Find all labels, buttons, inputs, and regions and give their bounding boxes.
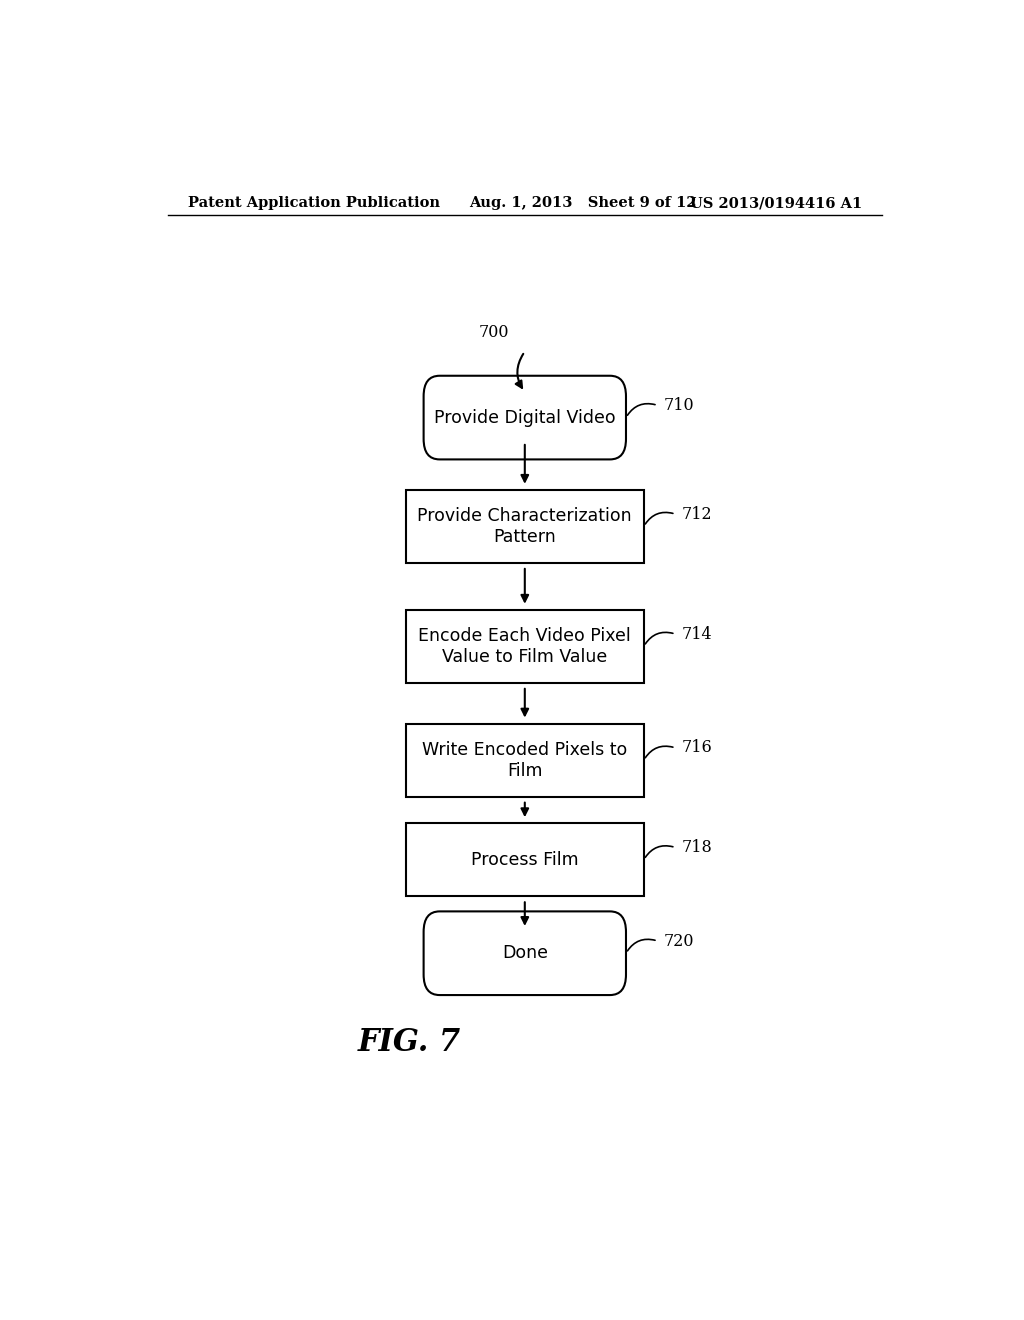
Text: 718: 718 <box>682 840 713 855</box>
Text: 714: 714 <box>682 626 713 643</box>
Text: Write Encoded Pixels to
Film: Write Encoded Pixels to Film <box>422 741 628 780</box>
Text: 712: 712 <box>682 506 713 523</box>
Text: 716: 716 <box>682 739 713 756</box>
Text: Patent Application Publication: Patent Application Publication <box>187 197 439 210</box>
Text: 700: 700 <box>479 325 509 342</box>
Bar <box>406 610 644 682</box>
FancyBboxPatch shape <box>424 911 626 995</box>
Text: FIG. 7: FIG. 7 <box>358 1027 462 1059</box>
Bar <box>406 824 644 896</box>
FancyBboxPatch shape <box>424 376 626 459</box>
Text: 710: 710 <box>665 397 694 414</box>
Text: Provide Characterization
Pattern: Provide Characterization Pattern <box>418 507 632 545</box>
Text: US 2013/0194416 A1: US 2013/0194416 A1 <box>690 197 862 210</box>
Text: Encode Each Video Pixel
Value to Film Value: Encode Each Video Pixel Value to Film Va… <box>419 627 631 665</box>
Text: Aug. 1, 2013   Sheet 9 of 12: Aug. 1, 2013 Sheet 9 of 12 <box>469 197 697 210</box>
Text: Provide Digital Video: Provide Digital Video <box>434 409 615 426</box>
Text: Done: Done <box>502 944 548 962</box>
Bar <box>406 490 644 562</box>
Bar <box>406 723 644 797</box>
Text: Process Film: Process Film <box>471 850 579 869</box>
Text: 720: 720 <box>665 932 694 949</box>
